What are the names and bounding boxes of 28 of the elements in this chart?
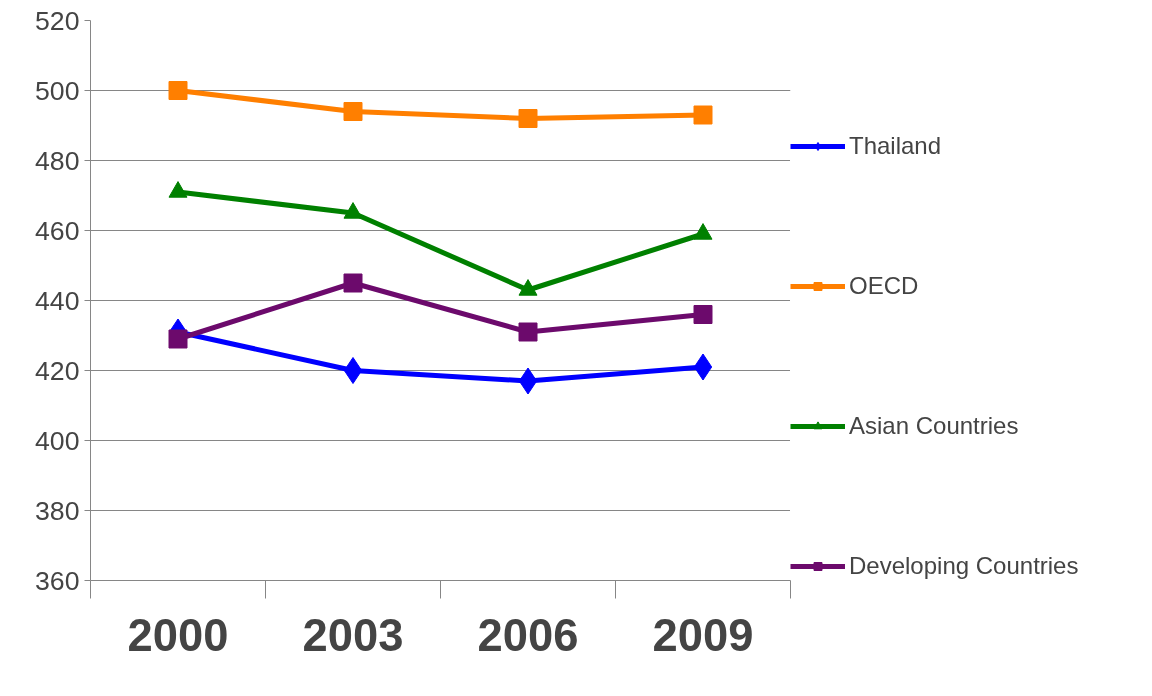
- point: [343, 273, 363, 293]
- point: [693, 353, 713, 381]
- legend-label: Developing Countries: [849, 552, 1079, 580]
- legend-label: OECD: [849, 272, 919, 300]
- point: [518, 109, 538, 128]
- y-tick-label: 400: [35, 425, 80, 456]
- y-tick-label: 460: [35, 215, 80, 246]
- legend-label: Thailand: [849, 132, 942, 160]
- point: [518, 322, 538, 342]
- x-tick-label: 2003: [302, 609, 404, 661]
- point: [343, 102, 363, 121]
- x-tick-label: 2009: [652, 609, 754, 661]
- y-tick-label: 380: [35, 495, 80, 526]
- point: [343, 357, 363, 384]
- point: [518, 367, 538, 395]
- x-tick-label: 2000: [127, 609, 229, 661]
- y-tick-label: 420: [35, 355, 80, 386]
- legend-label: Asian Countries: [849, 412, 1019, 440]
- point: [693, 305, 713, 324]
- x-tick-label: 2006: [477, 609, 579, 661]
- point: [168, 81, 188, 100]
- point: [168, 329, 188, 349]
- point: [693, 105, 713, 125]
- y-tick-label: 440: [35, 285, 80, 316]
- y-tick-label: 480: [35, 145, 80, 176]
- y-tick-label: 520: [35, 5, 80, 36]
- y-tick-label: 500: [35, 75, 80, 106]
- y-tick-label: 360: [35, 565, 80, 596]
